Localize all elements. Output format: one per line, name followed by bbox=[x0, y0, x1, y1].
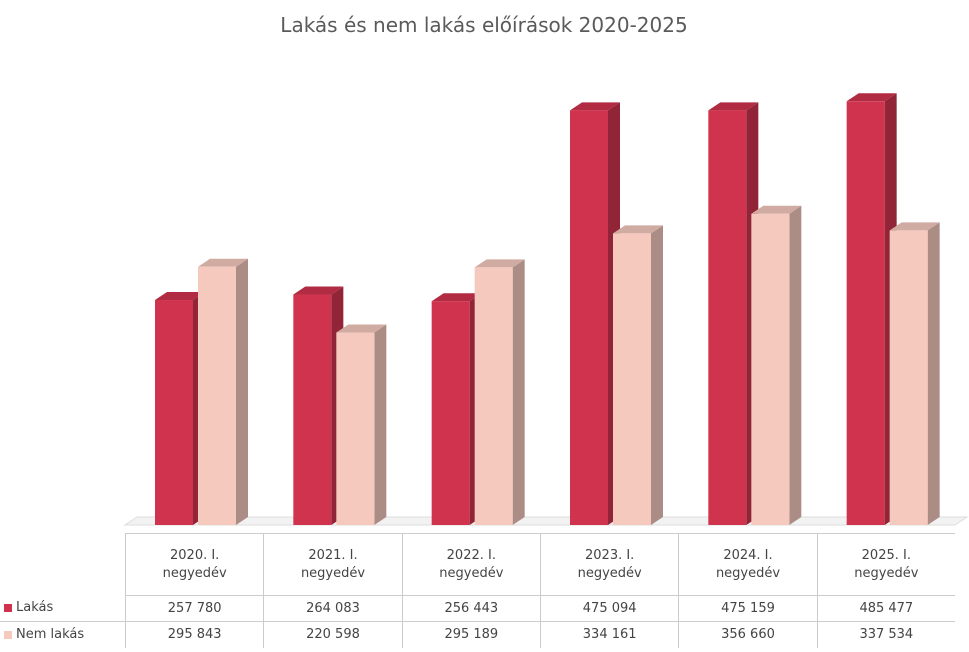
bar bbox=[613, 233, 651, 525]
legend-label: Nem lakás bbox=[16, 627, 85, 642]
bar-top bbox=[293, 286, 344, 295]
legend-item: Lakás bbox=[0, 595, 125, 621]
value-label-text: 337 534 bbox=[859, 627, 914, 642]
bar bbox=[431, 301, 470, 525]
legend-label: Lakás bbox=[16, 600, 54, 615]
value-label: 475 159 bbox=[678, 595, 817, 621]
bar-side bbox=[236, 258, 248, 525]
category-label: 2024. I. negyedév bbox=[678, 533, 817, 595]
value-label-text: 485 477 bbox=[859, 600, 914, 616]
bar-top bbox=[570, 102, 620, 111]
chart-title: Lakás és nem lakás előírások 2020-2025 bbox=[280, 13, 687, 37]
bar-top bbox=[198, 258, 248, 267]
bar-side bbox=[651, 225, 663, 525]
category-label: 2020. I. negyedév bbox=[125, 533, 264, 595]
value-label-text: 356 660 bbox=[721, 627, 775, 642]
value-label-text: 295 843 bbox=[167, 627, 222, 642]
bar bbox=[198, 266, 236, 525]
value-label-text: 334 161 bbox=[582, 627, 637, 642]
category-label: 2025. I. negyedév bbox=[816, 533, 955, 595]
bar bbox=[846, 101, 885, 526]
category-label-text: 2020. I. negyedév bbox=[162, 547, 227, 581]
bar-top bbox=[889, 222, 940, 231]
bar-side bbox=[927, 222, 940, 525]
legend-key bbox=[4, 631, 12, 639]
bar-top bbox=[613, 225, 663, 234]
legend-key bbox=[4, 604, 12, 612]
category-label-text: 2021. I. negyedév bbox=[300, 547, 366, 581]
bar-side bbox=[512, 259, 525, 525]
value-label: 295 189 bbox=[401, 621, 540, 648]
value-label: 356 660 bbox=[678, 621, 817, 648]
value-label: 485 477 bbox=[816, 595, 955, 621]
category-label: 2023. I. negyedév bbox=[540, 533, 679, 595]
bar-top bbox=[846, 93, 897, 102]
category-label-text: 2024. I. negyedév bbox=[715, 547, 781, 581]
bar bbox=[889, 230, 928, 525]
bar-top bbox=[155, 292, 205, 301]
bar-top bbox=[474, 259, 525, 268]
value-label-text: 475 094 bbox=[582, 600, 637, 616]
category-label-text: 2025. I. negyedév bbox=[854, 547, 919, 581]
value-label: 475 094 bbox=[540, 595, 679, 621]
legend-item: Nem lakás bbox=[0, 621, 125, 648]
bar bbox=[708, 110, 747, 525]
bar-top bbox=[708, 102, 759, 111]
value-label-text: 256 443 bbox=[444, 600, 499, 616]
category-label: 2021. I. negyedév bbox=[263, 533, 402, 595]
category-label-text: 2022. I. negyedév bbox=[439, 547, 504, 581]
floor bbox=[123, 516, 969, 526]
value-label: 337 534 bbox=[816, 621, 955, 648]
bar-top bbox=[431, 293, 482, 302]
bar bbox=[474, 267, 513, 525]
bar bbox=[336, 332, 375, 525]
bar-side bbox=[789, 205, 802, 525]
value-label: 264 083 bbox=[263, 595, 402, 621]
bar-side bbox=[374, 324, 387, 525]
value-label-text: 295 189 bbox=[444, 627, 499, 642]
bar-top bbox=[336, 324, 387, 333]
value-label-text: 475 159 bbox=[721, 600, 775, 616]
value-label: 295 843 bbox=[125, 621, 264, 648]
bar-top bbox=[751, 205, 802, 214]
category-label-text: 2023. I. negyedév bbox=[577, 547, 642, 581]
value-label-text: 220 598 bbox=[306, 627, 360, 642]
value-label: 334 161 bbox=[540, 621, 679, 648]
value-label-text: 264 083 bbox=[306, 600, 360, 616]
value-label: 220 598 bbox=[263, 621, 402, 648]
bar bbox=[751, 213, 790, 525]
bar bbox=[570, 110, 608, 526]
bar bbox=[155, 300, 193, 525]
value-label: 256 443 bbox=[401, 595, 540, 621]
category-label: 2022. I. negyedév bbox=[401, 533, 540, 595]
value-label: 257 780 bbox=[125, 595, 264, 621]
value-label-text: 257 780 bbox=[167, 600, 222, 616]
bar bbox=[293, 294, 332, 525]
